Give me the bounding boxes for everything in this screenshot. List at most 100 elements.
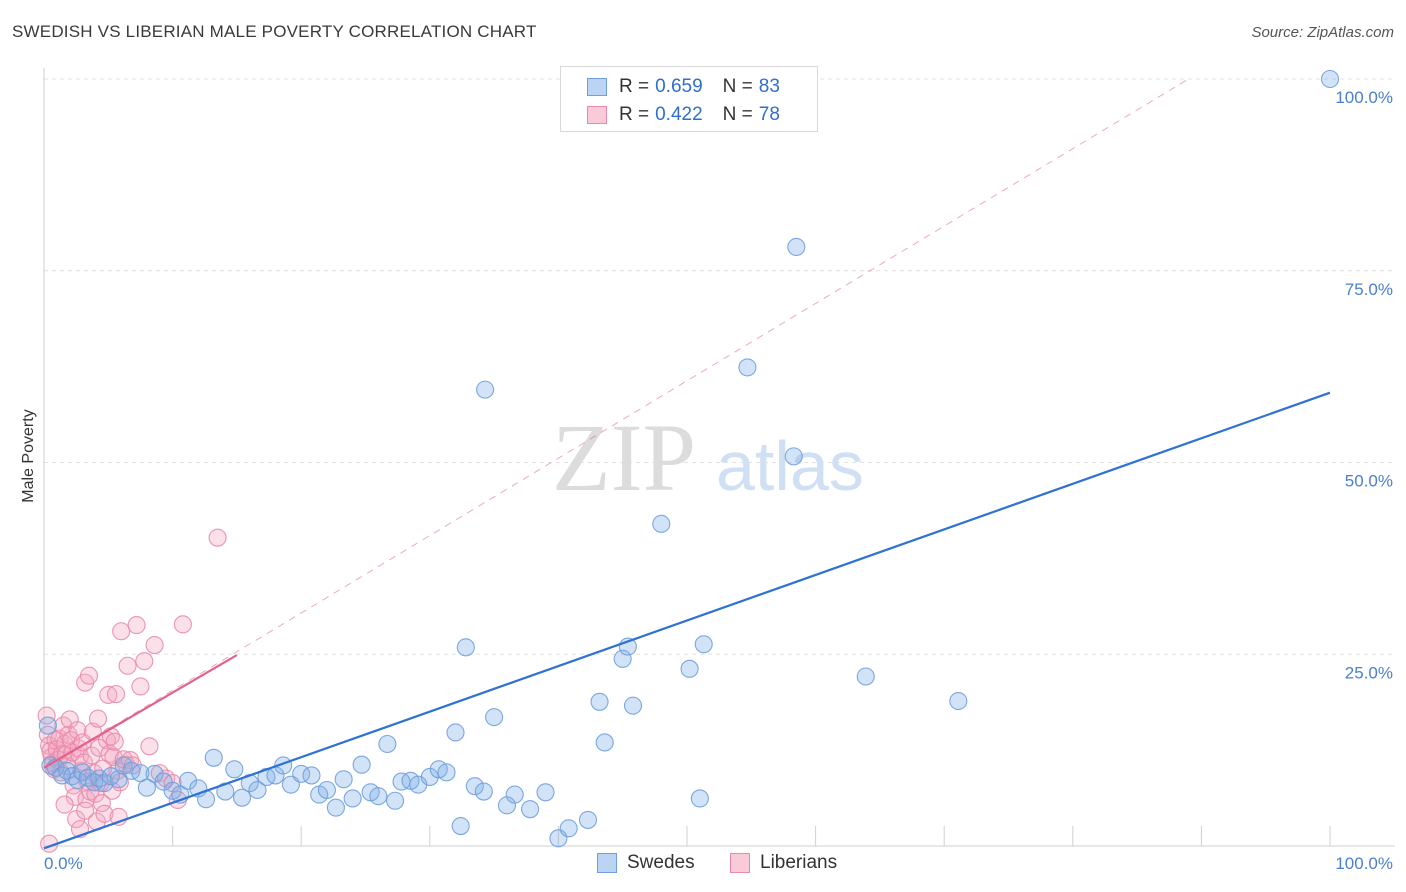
swede-point <box>1320 69 1340 89</box>
swede-point <box>378 734 397 754</box>
swede-point <box>73 763 92 782</box>
liberian-point <box>118 656 137 675</box>
swedes-trend-line <box>43 391 1331 850</box>
swede-point <box>178 771 198 790</box>
source-credit: Source: ZipAtlas.com <box>1251 24 1394 41</box>
legend-row-liberians: R = 0.422 N = 78 <box>587 101 780 129</box>
swede-point <box>505 785 524 804</box>
swede-point <box>38 716 57 735</box>
swede-point <box>521 800 540 819</box>
y-tick-label: 75.0% <box>1345 280 1393 299</box>
swede-point <box>856 667 875 686</box>
liberian-point <box>110 773 129 792</box>
legend-r-label: R = <box>619 104 650 125</box>
watermark-atlas: atlas <box>716 427 864 505</box>
liberian-point <box>127 616 146 635</box>
legend-item-liberians[interactable]: Liberians <box>730 852 837 874</box>
swede-point <box>590 692 609 711</box>
swede-point <box>456 638 475 657</box>
swede-point <box>437 763 456 782</box>
liberian-point <box>105 732 124 751</box>
legend-r-value: 0.422 <box>655 104 703 125</box>
liberian-point <box>76 801 95 820</box>
liberian-point <box>79 666 99 685</box>
legend-r-value: 0.659 <box>655 76 703 97</box>
swede-point <box>386 791 405 810</box>
liberian-point <box>99 685 118 704</box>
swede-point <box>109 770 128 789</box>
y-tick-label: 100.0% <box>1335 88 1393 107</box>
liberian-point <box>173 615 192 634</box>
swedes-points <box>38 69 1340 848</box>
liberian-point <box>88 709 108 728</box>
swede-point <box>694 635 713 654</box>
swede-point <box>476 380 495 399</box>
swede-point <box>949 691 968 711</box>
swede-point <box>232 788 252 807</box>
legend-swatch-swedes <box>597 853 617 873</box>
liberian-point <box>106 685 126 704</box>
swede-point <box>369 787 388 806</box>
x-tick-label-max: 100.0% <box>1335 854 1393 873</box>
watermark-zip: ZIP <box>552 404 696 511</box>
liberian-point <box>145 635 164 655</box>
swede-point <box>58 761 77 780</box>
trend-lines <box>43 78 1331 850</box>
legend-row-swedes: R = 0.659 N = 83 <box>587 73 780 101</box>
swede-point <box>343 789 362 808</box>
swede-point <box>326 798 345 817</box>
swede-point <box>446 723 465 742</box>
liberian-point <box>90 738 109 757</box>
y-tick-labels: 100.0% 75.0% 50.0% 25.0% <box>1335 88 1393 682</box>
liberian-point <box>112 622 131 641</box>
swede-point <box>317 780 336 800</box>
chart-title: SWEDISH VS LIBERIAN MALE POVERTY CORRELA… <box>12 22 537 41</box>
swede-point <box>787 237 806 257</box>
swede-point <box>302 766 321 785</box>
legend-n-label: N = <box>722 76 753 97</box>
liberian-point <box>95 804 114 823</box>
liberian-point <box>140 737 159 756</box>
legend-item-swedes[interactable]: Swedes <box>597 852 695 874</box>
x-tick-label-min: 0.0% <box>44 854 83 873</box>
swede-point <box>137 778 156 797</box>
x-tick-labels: 0.0% 100.0% <box>44 854 1393 873</box>
y-tick-label: 50.0% <box>1345 472 1393 491</box>
swede-point <box>451 817 470 836</box>
swede-point <box>95 774 114 793</box>
legend-n-label: N = <box>722 104 753 125</box>
swede-point <box>334 770 353 789</box>
legend-swatch-swedes <box>587 78 607 96</box>
swede-point <box>690 789 709 808</box>
swede-point <box>559 819 578 838</box>
legend-swatch-liberians <box>587 106 607 124</box>
swede-point <box>204 748 223 767</box>
legend-n-value: 78 <box>758 104 780 125</box>
legend-r-label: R = <box>619 76 650 97</box>
y-tick-label: 25.0% <box>1345 663 1393 682</box>
swede-point <box>595 733 614 752</box>
swede-point <box>248 780 267 800</box>
swede-point <box>536 783 555 802</box>
legend-swatch-liberians <box>730 853 750 873</box>
watermark: ZIP atlas <box>552 404 864 511</box>
swede-point <box>738 358 757 377</box>
liberians-trend-line <box>43 654 238 769</box>
swede-point <box>623 696 643 715</box>
series-legend: Swedes Liberians <box>0 852 1406 878</box>
liberian-point <box>208 528 227 547</box>
swede-point <box>485 708 504 727</box>
legend-n-value: 83 <box>758 76 780 97</box>
legend-label-liberians: Liberians <box>760 852 838 873</box>
swede-point <box>225 760 244 779</box>
swede-point <box>784 447 803 466</box>
swede-point <box>652 514 671 533</box>
liberian-point <box>92 793 111 813</box>
liberian-point <box>55 795 74 814</box>
swede-point <box>578 810 598 829</box>
liberian-point <box>131 677 150 696</box>
swede-point <box>474 782 493 801</box>
swede-point <box>352 755 371 774</box>
liberians-trend-extension <box>43 78 1189 769</box>
